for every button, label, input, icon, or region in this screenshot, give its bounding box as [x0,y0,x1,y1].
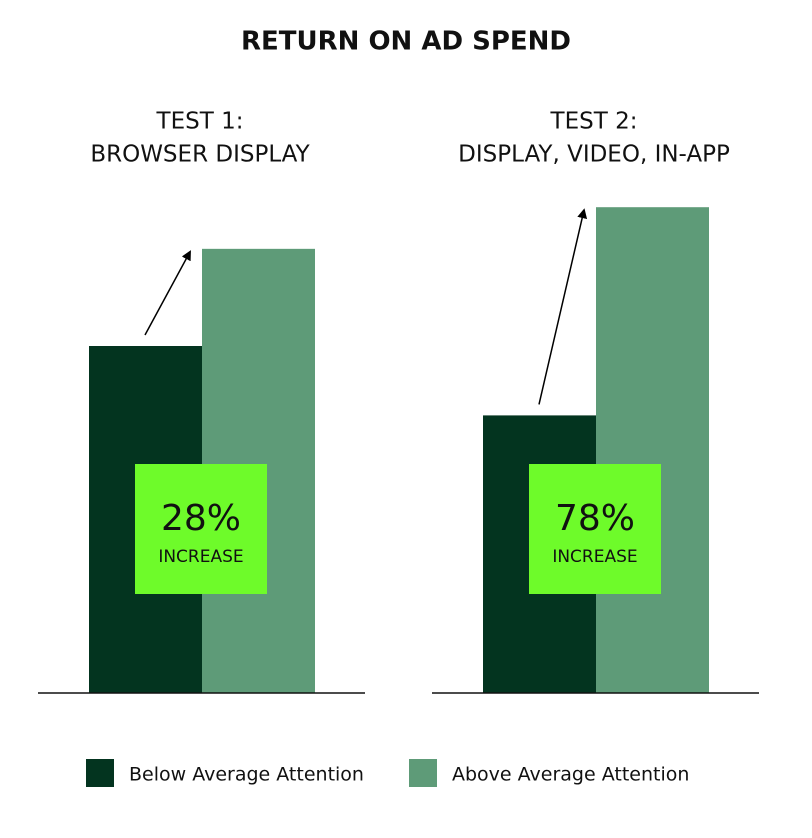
increase-value: 28% [161,498,241,539]
increase-text: INCREASE [158,547,243,567]
annotation-box [529,464,661,594]
increase-text: INCREASE [552,547,637,567]
arrow [144,250,191,336]
bar: Above Average Attention [596,207,709,693]
chart-title: RETURN ON AD SPEND [241,27,571,57]
panel-title: TEST 1: [156,109,244,135]
legend-label: Below Average Attention [129,764,364,786]
arrow [538,208,588,405]
legend-label: Above Average Attention [452,764,689,786]
increase-value: 78% [555,498,635,539]
panel-title: TEST 2: [550,109,638,135]
legend-swatch [86,759,114,787]
legend-swatch [409,759,437,787]
panel-title: BROWSER DISPLAY [90,142,310,168]
panel-title: DISPLAY, VIDEO, IN-APP [458,142,730,168]
annotation-box [135,464,267,594]
